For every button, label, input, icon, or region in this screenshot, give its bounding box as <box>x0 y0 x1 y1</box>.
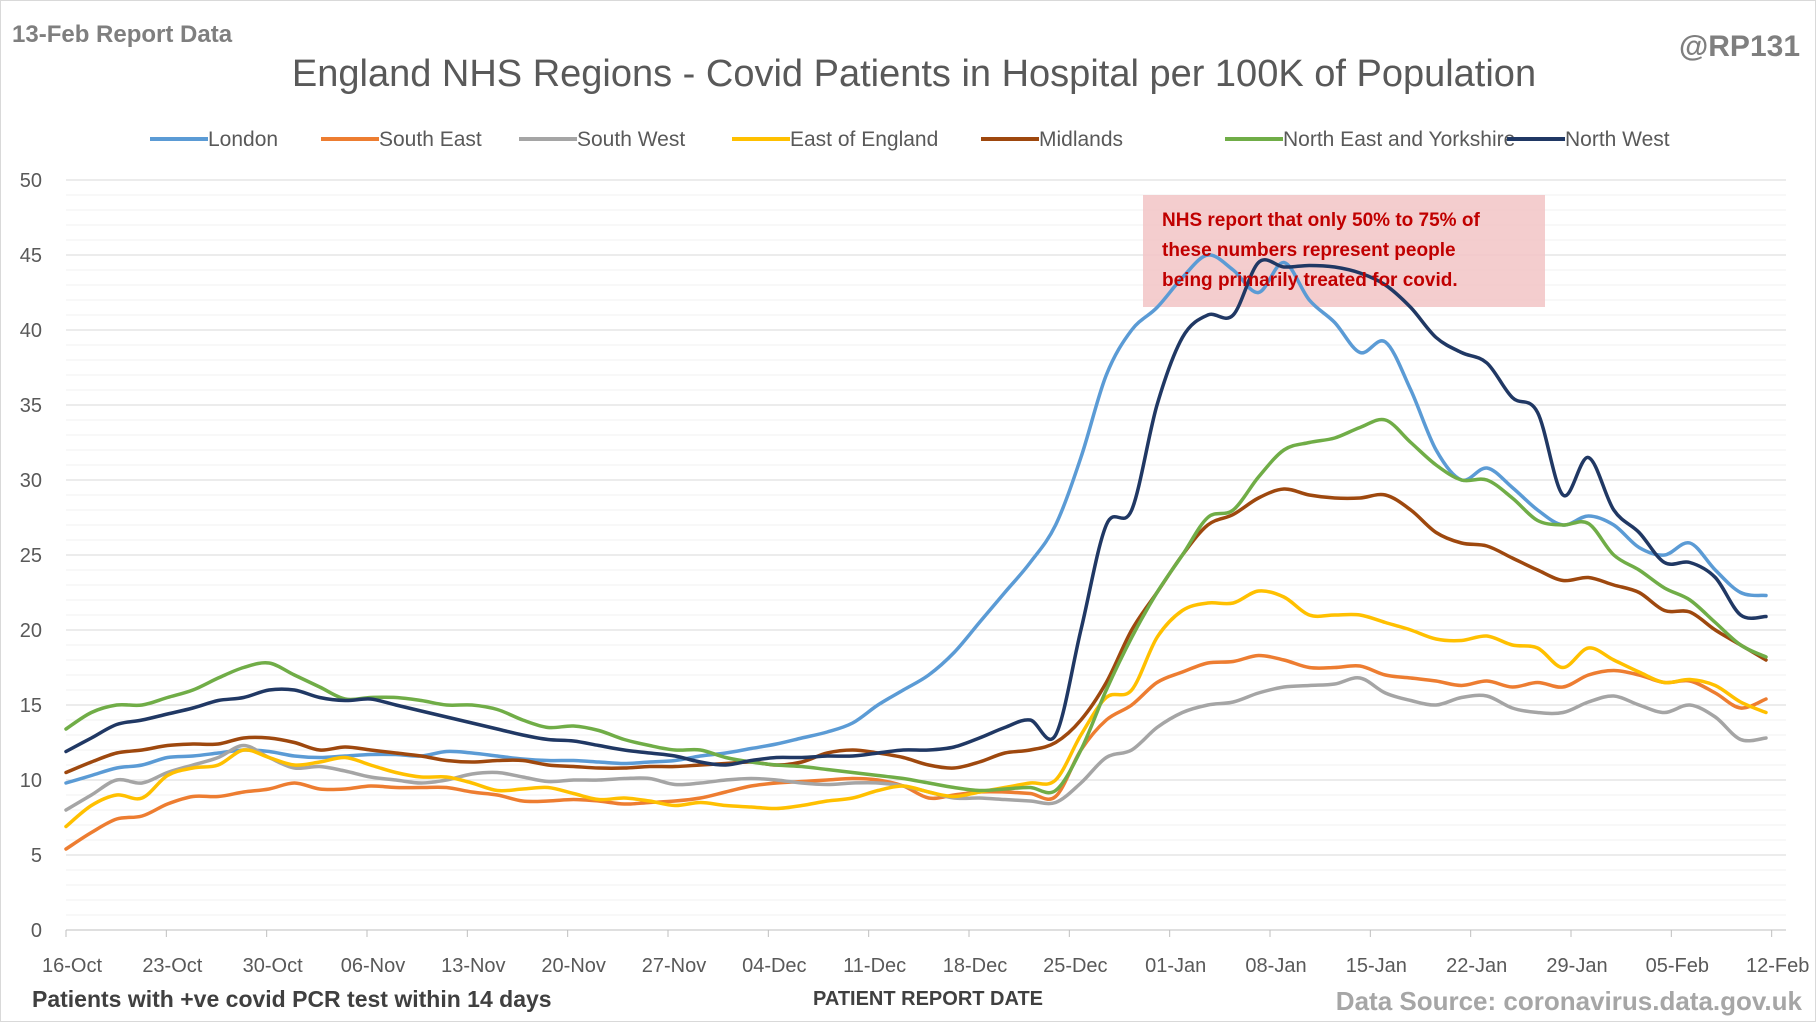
series-line-london <box>64 253 1768 785</box>
y-tick-label: 50 <box>20 170 42 192</box>
legend-label: London <box>208 128 278 151</box>
y-tick-label: 35 <box>20 395 42 417</box>
data-source: Data Source: coronavirus.data.gov.uk <box>1336 986 1803 1016</box>
y-axis-ticks: 0 5 10 15 20 25 30 35 40 45 50 <box>20 170 42 942</box>
x-tick-label: 04-Dec <box>742 955 806 977</box>
annotation-box <box>1143 195 1545 307</box>
y-tick-label: 40 <box>20 320 42 342</box>
series-lines <box>64 253 1768 851</box>
footnote: Patients with +ve covid PCR test within … <box>32 986 552 1012</box>
x-tick-label: 27-Nov <box>642 955 706 977</box>
x-tick-label: 01-Jan <box>1145 955 1206 977</box>
y-tick-label: 45 <box>20 245 42 267</box>
legend-label: North East and Yorkshire <box>1283 128 1515 151</box>
author-handle: @RP131 <box>1679 30 1800 63</box>
y-tick-label: 25 <box>20 545 42 567</box>
x-tick-label: 20-Nov <box>541 955 605 977</box>
legend-label: North West <box>1565 128 1670 151</box>
x-axis-label: PATIENT REPORT DATE <box>813 988 1043 1010</box>
legend-label: South West <box>577 128 685 151</box>
series-line-midlands <box>64 487 1768 775</box>
annotation-line: being primarily treated for covid. <box>1162 270 1458 291</box>
x-tick-label: 25-Dec <box>1043 955 1107 977</box>
x-tick-label: 13-Nov <box>441 955 505 977</box>
y-tick-label: 30 <box>20 470 42 492</box>
report-date-label: 13-Feb Report Data <box>12 21 233 48</box>
series-line-north-west <box>64 258 1768 767</box>
y-tick-label: 5 <box>31 845 42 867</box>
y-tick-label: 10 <box>20 770 42 792</box>
legend-label: Midlands <box>1039 128 1123 151</box>
x-tick-label: 22-Jan <box>1446 955 1507 977</box>
legend: London South East South West East of Englan… <box>150 128 1670 151</box>
x-tick-label: 11-Dec <box>843 955 906 977</box>
x-tick-label: 05-Feb <box>1646 955 1709 977</box>
x-tick-label: 18-Dec <box>943 955 1007 977</box>
x-tick-label: 16-Oct <box>42 955 102 977</box>
legend-label: South East <box>379 128 482 151</box>
chart-title: England NHS Regions - Covid Patients in … <box>292 53 1536 95</box>
x-tick-label: 15-Jan <box>1346 955 1407 977</box>
x-tick-label: 29-Jan <box>1546 955 1607 977</box>
annotation-line: these numbers represent people <box>1162 240 1456 261</box>
annotation-line: NHS report that only 50% to 75% of <box>1162 210 1480 231</box>
x-tick-label: 08-Jan <box>1245 955 1306 977</box>
series-line-south-east <box>64 653 1768 851</box>
x-axis-ticks: 16-Oct 23-Oct 30-Oct 06-Nov 13-Nov 20-Nov 27-N… <box>42 930 1809 977</box>
x-tick-label: 12-Feb <box>1746 955 1809 977</box>
x-tick-label: 06-Nov <box>341 955 405 977</box>
x-tick-label: 23-Oct <box>142 955 202 977</box>
y-tick-label: 20 <box>20 620 42 642</box>
series-line-east-of-england <box>64 589 1768 829</box>
y-tick-label: 15 <box>20 695 42 717</box>
y-tick-label: 0 <box>31 920 42 942</box>
legend-label: East of England <box>790 128 938 151</box>
x-tick-label: 30-Oct <box>243 955 303 977</box>
